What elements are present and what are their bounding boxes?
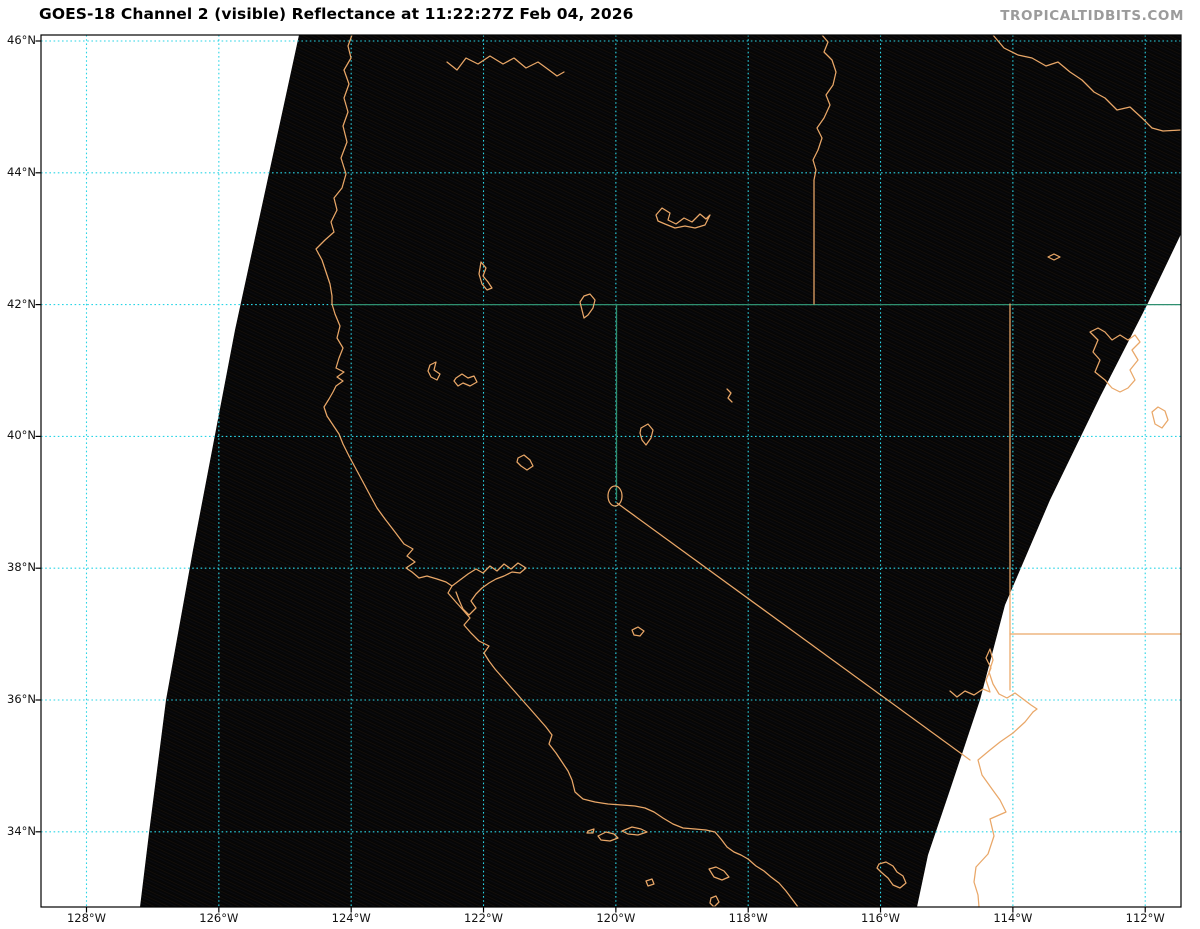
y-axis-label-36N: 36°N (7, 692, 36, 706)
salton-sea (876, 861, 907, 889)
pyramid-lake (639, 423, 654, 446)
channel-island-catalina (708, 866, 730, 881)
great-salt-lake (1089, 327, 1141, 393)
snake-river-oregon-idaho-border (812, 34, 837, 305)
y-axis-label-38N: 38°N (7, 560, 36, 575)
idaho-montana-border (992, 34, 1182, 132)
lake-tahoe (607, 485, 623, 507)
night-swath (140, 35, 1181, 907)
columbia-river (446, 55, 565, 77)
y-axis-label-42N: 42°N (7, 296, 36, 311)
y-axis-label-40N: 40°N (7, 428, 36, 443)
channel-island-san-miguel (586, 828, 595, 834)
upper-klamath-lake (478, 261, 493, 291)
channel-island-santa-barbara (645, 878, 655, 887)
channel-island-santa-cruz (621, 826, 648, 836)
y-axis-label-34N: 34°N (7, 823, 36, 838)
humboldt-sink (726, 388, 733, 403)
channel-island-santa-rosa (597, 831, 619, 842)
plot-frame (40, 34, 1182, 908)
california-nevada-diagonal-border (616, 502, 971, 761)
x-axis-label-120W: 120°W (596, 911, 636, 925)
american-falls-reservoir (1047, 253, 1061, 261)
x-axis-label-112W: 112°W (1125, 911, 1165, 925)
millerton-lake (631, 626, 645, 637)
y-axis-label-46N: 46°N (7, 33, 36, 47)
lake-oroville (516, 454, 534, 471)
x-axis-label-126W: 126°W (199, 911, 239, 925)
san-francisco-bay (451, 562, 527, 616)
pacific-coastline (315, 34, 799, 908)
channel-island-san-clemente (709, 895, 720, 908)
x-axis-label-128W: 128°W (66, 911, 107, 925)
colorado-river (973, 711, 1034, 908)
goose-lake (579, 293, 596, 319)
map-title: GOES-18 Channel 2 (visible) Reflectance … (39, 5, 634, 23)
lat-lon-gridlines (41, 35, 1181, 907)
utah-lake (1151, 406, 1169, 429)
x-axis-label-118W: 118°W (728, 911, 768, 925)
x-axis-label-114W: 114°W (993, 911, 1033, 925)
x-axis-label-116W: 116°W (860, 911, 901, 925)
shasta-lake (453, 373, 478, 387)
x-axis-label-124W: 124°W (331, 911, 371, 925)
axis-ticks (35, 40, 1146, 913)
watermark-tropicaltidbits: TROPICALTIDBITS.COM (1000, 8, 1184, 24)
trinity-lake (427, 361, 441, 381)
lake-mead (949, 648, 1038, 713)
x-axis-label-122W: 122°W (463, 911, 504, 925)
malheur-lake (655, 207, 711, 229)
y-axis-label-44N: 44°N (7, 164, 36, 179)
